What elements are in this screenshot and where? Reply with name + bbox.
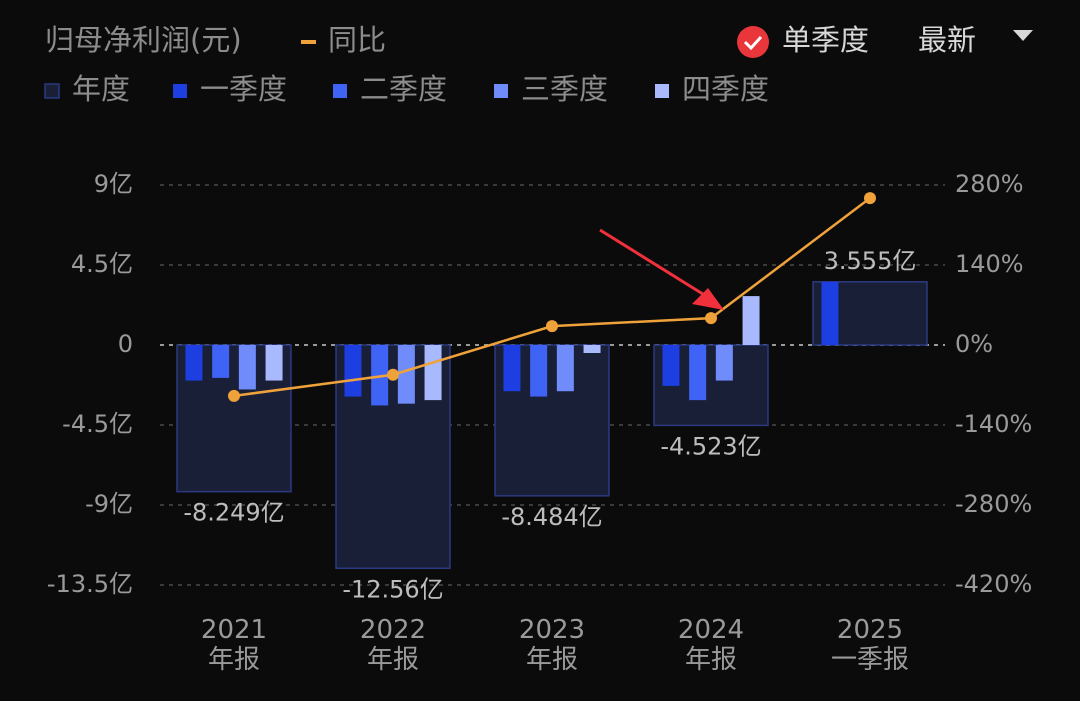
quarter-bar (742, 296, 760, 345)
legend-swatch (333, 84, 347, 98)
quarter-bar (424, 345, 442, 401)
quarter-bar (583, 345, 601, 353)
y-tick-label: 0 (118, 330, 133, 358)
quarter-bar (185, 345, 203, 381)
y2-tick-label: 0% (955, 330, 993, 358)
quarter-bar (212, 345, 230, 378)
quarter-bar (821, 281, 839, 345)
dropdown-label[interactable]: 最新 (918, 23, 976, 57)
value-label: -12.56亿 (342, 575, 443, 603)
chart-title: 归母净利润(元) (45, 23, 242, 57)
quarter-bar (371, 345, 389, 406)
value-label: -8.484亿 (501, 503, 602, 531)
x-tick-label: 2023 年报 (518, 615, 586, 675)
legend-label: 二季度 (360, 72, 447, 106)
legend-label: 年度 (72, 72, 130, 106)
x-tick-label: 2024 年报 (677, 615, 745, 675)
yoy-dot (705, 312, 717, 325)
legend-swatch (494, 84, 508, 98)
y2-tick-label: -280% (955, 490, 1032, 518)
toggle-label[interactable]: 单季度 (782, 23, 869, 57)
yoy-dot (387, 368, 399, 381)
y-tick-label: -13.5亿 (47, 570, 133, 598)
quarter-bar (715, 345, 733, 381)
y2-tick-label: 280% (955, 170, 1024, 198)
y2-tick-label: -140% (955, 410, 1032, 438)
annotation-arrowhead (692, 288, 724, 310)
dropdown-arrow[interactable] (1013, 30, 1033, 41)
x-tick-label: 2021 年报 (200, 615, 268, 675)
check-icon (743, 35, 763, 51)
yoy-dot (228, 389, 240, 402)
quarter-bar (265, 345, 283, 381)
yoy-dot (546, 320, 558, 333)
value-label: 3.555亿 (824, 247, 917, 275)
quarter-bar (556, 345, 574, 392)
legend-label: 四季度 (682, 72, 769, 106)
legend-label: 三季度 (521, 72, 608, 106)
yoy-dot (864, 192, 876, 205)
legend-swatch (655, 84, 669, 98)
quarter-bar (689, 345, 707, 401)
x-tick-label: 2025 一季报 (830, 615, 909, 675)
legend-swatch (173, 84, 187, 98)
toggle-check[interactable] (737, 26, 769, 58)
value-label: -4.523亿 (660, 432, 761, 460)
y-tick-label: 9亿 (94, 170, 133, 198)
y2-tick-label: 140% (955, 250, 1024, 278)
quarter-bar (344, 345, 362, 397)
quarter-bar (662, 345, 680, 386)
y-tick-label: -9亿 (85, 490, 133, 518)
value-label: -8.249亿 (183, 499, 284, 527)
legend-label: 同比 (328, 23, 386, 57)
y-tick-label: 4.5亿 (71, 250, 133, 278)
quarter-bar (503, 345, 521, 392)
quarter-bar (530, 345, 548, 397)
y-tick-label: -4.5亿 (62, 410, 133, 438)
annotation-arrow (599, 228, 707, 298)
legend-swatch (44, 83, 60, 99)
annual-box (494, 344, 610, 497)
x-tick-label: 2022 年报 (359, 615, 427, 675)
quarter-bar (397, 345, 415, 404)
quarter-bar (238, 345, 256, 390)
y2-tick-label: -420% (955, 570, 1032, 598)
legend-label: 一季度 (200, 72, 287, 106)
